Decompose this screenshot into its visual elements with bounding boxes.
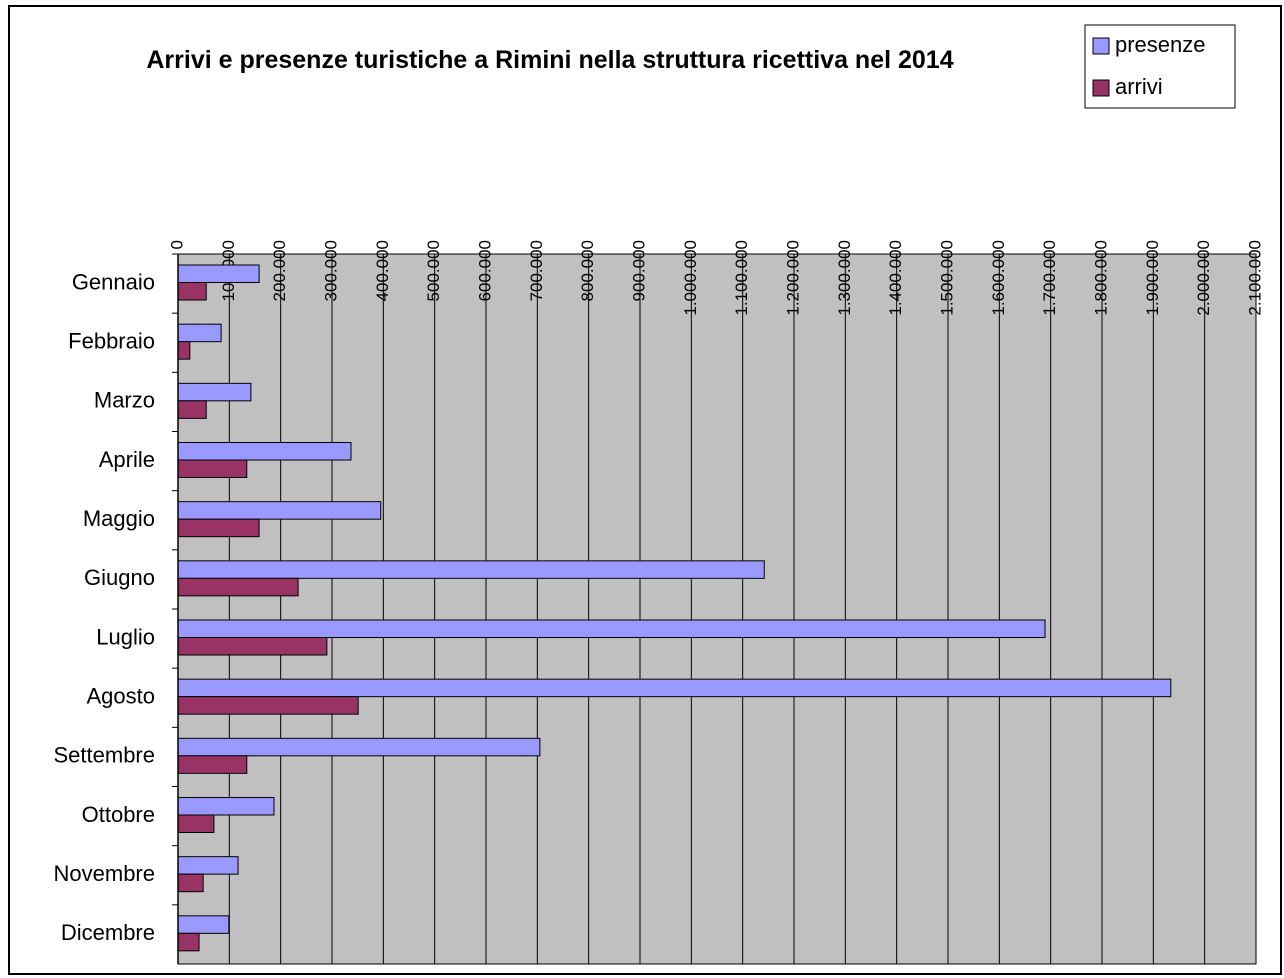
y-tick-label: Settembre <box>54 743 156 768</box>
bar <box>177 442 352 461</box>
x-tick-label: 600.000 <box>475 240 494 301</box>
x-tick-label: 1.000.000 <box>681 240 700 316</box>
bar <box>177 577 299 597</box>
y-tick-label: Marzo <box>94 388 155 413</box>
legend-swatch <box>1092 37 1110 55</box>
x-tick-label: 400.000 <box>373 240 392 301</box>
bar <box>177 323 222 343</box>
bar <box>177 282 207 301</box>
legend-box <box>1084 24 1236 109</box>
bar <box>177 501 382 520</box>
x-tick-label: 2.000.000 <box>1194 240 1213 316</box>
x-tick-label: 1.300.000 <box>835 240 854 316</box>
y-tick-label: Novembre <box>54 861 155 886</box>
bar <box>177 264 260 283</box>
x-tick-label: 1.500.000 <box>937 240 956 316</box>
y-tick-label: Aprile <box>99 447 155 472</box>
y-tick-label: Febbraio <box>68 329 155 354</box>
bar <box>177 560 765 579</box>
chart-title: Arrivi e presenze turistiche a Rimini ne… <box>146 46 954 74</box>
bar <box>177 737 541 757</box>
x-tick-label: 1.200.000 <box>783 240 802 316</box>
bar <box>177 932 200 952</box>
x-tick-label: 700.000 <box>527 240 546 301</box>
bar <box>177 518 260 538</box>
bar <box>177 459 248 478</box>
bar <box>177 856 239 875</box>
bar <box>177 814 215 833</box>
x-tick-label: 200.000 <box>270 240 289 301</box>
bar <box>177 400 207 419</box>
legend-label: presenze <box>1115 32 1206 57</box>
x-tick-label: 1.400.000 <box>886 240 905 316</box>
bar <box>177 755 248 774</box>
bar <box>177 382 252 402</box>
bar <box>177 678 1172 698</box>
plot-area <box>177 253 1257 965</box>
x-tick-label: 900.000 <box>629 240 648 301</box>
legend-swatch <box>1092 79 1110 97</box>
x-tick-label: 800.000 <box>578 240 597 301</box>
x-tick-label: 300.000 <box>321 240 340 301</box>
bar <box>177 873 204 893</box>
legend-label: arrivi <box>1115 74 1163 99</box>
bar <box>177 341 191 360</box>
y-tick-label: Dicembre <box>61 920 155 945</box>
bar <box>177 696 359 715</box>
x-tick-label: 1.800.000 <box>1091 240 1110 316</box>
x-tick-label: 1.700.000 <box>1040 240 1059 316</box>
x-tick-label: 1.100.000 <box>732 240 751 316</box>
y-tick-label: Ottobre <box>82 802 155 827</box>
x-tick-label: 2.100.000 <box>1245 240 1264 316</box>
bar <box>177 637 328 656</box>
x-tick-label: 1.900.000 <box>1143 240 1162 316</box>
x-tick-label: 500.000 <box>424 240 443 301</box>
y-tick-label: Giugno <box>84 565 155 590</box>
y-tick-label: Maggio <box>83 506 155 531</box>
y-tick-label: Agosto <box>87 684 156 709</box>
y-tick-label: Gennaio <box>72 269 155 294</box>
bar <box>177 915 230 934</box>
y-tick-label: Luglio <box>96 624 155 649</box>
x-tick-label: 1.600.000 <box>989 240 1008 316</box>
x-tick-label: 0 <box>167 240 186 249</box>
bar <box>177 619 1046 638</box>
bar <box>177 797 275 816</box>
